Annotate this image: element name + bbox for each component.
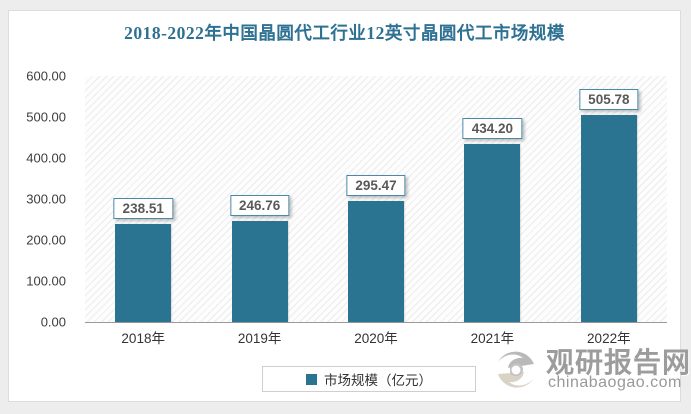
- watermark: 观研报告网 chinabaogao.com: [490, 342, 690, 401]
- value-label: 505.78: [579, 88, 639, 110]
- bar-2018年: 238.51: [113, 198, 173, 322]
- x-axis: 2018年 2019年 2020年 2021年 2022年: [85, 330, 667, 348]
- bar-2022年: 505.78: [579, 88, 639, 322]
- bar-2021年: 434.20: [462, 117, 523, 322]
- x-axis-label: 2018年: [121, 331, 165, 346]
- legend-label: 市场规模（亿元）: [324, 373, 432, 388]
- value-label: 238.51: [113, 198, 173, 220]
- y-axis-label: 300.00: [26, 191, 66, 207]
- y-axis-label: 200.00: [26, 232, 66, 248]
- bar-slot: 246.76: [201, 76, 317, 322]
- x-axis-label: 2020年: [354, 331, 398, 346]
- x-axis-label: 2022年: [587, 331, 631, 346]
- y-axis-label: 600.00: [26, 68, 66, 84]
- watermark-swirl-logo-icon: [490, 344, 542, 401]
- legend: 市场规模（亿元）: [262, 366, 476, 392]
- y-axis: 0.00 100.00 200.00 300.00 400.00 500.00 600.00: [0, 69, 66, 330]
- y-axis-label: 0.00: [40, 314, 66, 330]
- plot-area: 238.51 246.76 295.47 434.20 505.78: [85, 76, 667, 323]
- y-axis-label: 400.00: [26, 150, 66, 166]
- bar-slot: 505.78: [551, 76, 667, 322]
- value-label: 434.20: [462, 117, 523, 139]
- bar-slot: 434.20: [434, 76, 550, 322]
- legend-swatch-icon: [306, 373, 317, 385]
- bar-2020年: 295.47: [346, 174, 406, 322]
- bar-slot: 238.51: [85, 76, 201, 322]
- chart-title: 2018-2022年中国晶圆代工行业12英寸晶圆代工市场规模: [124, 23, 565, 43]
- watermark-name: 观研报告网: [546, 347, 691, 378]
- value-label: 246.76: [229, 194, 290, 216]
- y-axis-label: 100.00: [26, 273, 66, 289]
- watermark-domain: chinabaogao.com: [548, 374, 682, 391]
- y-axis-label: 500.00: [26, 109, 66, 125]
- x-axis-label: 2021年: [470, 331, 515, 346]
- x-axis-label: 2019年: [237, 331, 282, 346]
- value-label: 295.47: [346, 174, 406, 196]
- bar-2019年: 246.76: [229, 194, 290, 322]
- bar-slot: 295.47: [318, 76, 434, 322]
